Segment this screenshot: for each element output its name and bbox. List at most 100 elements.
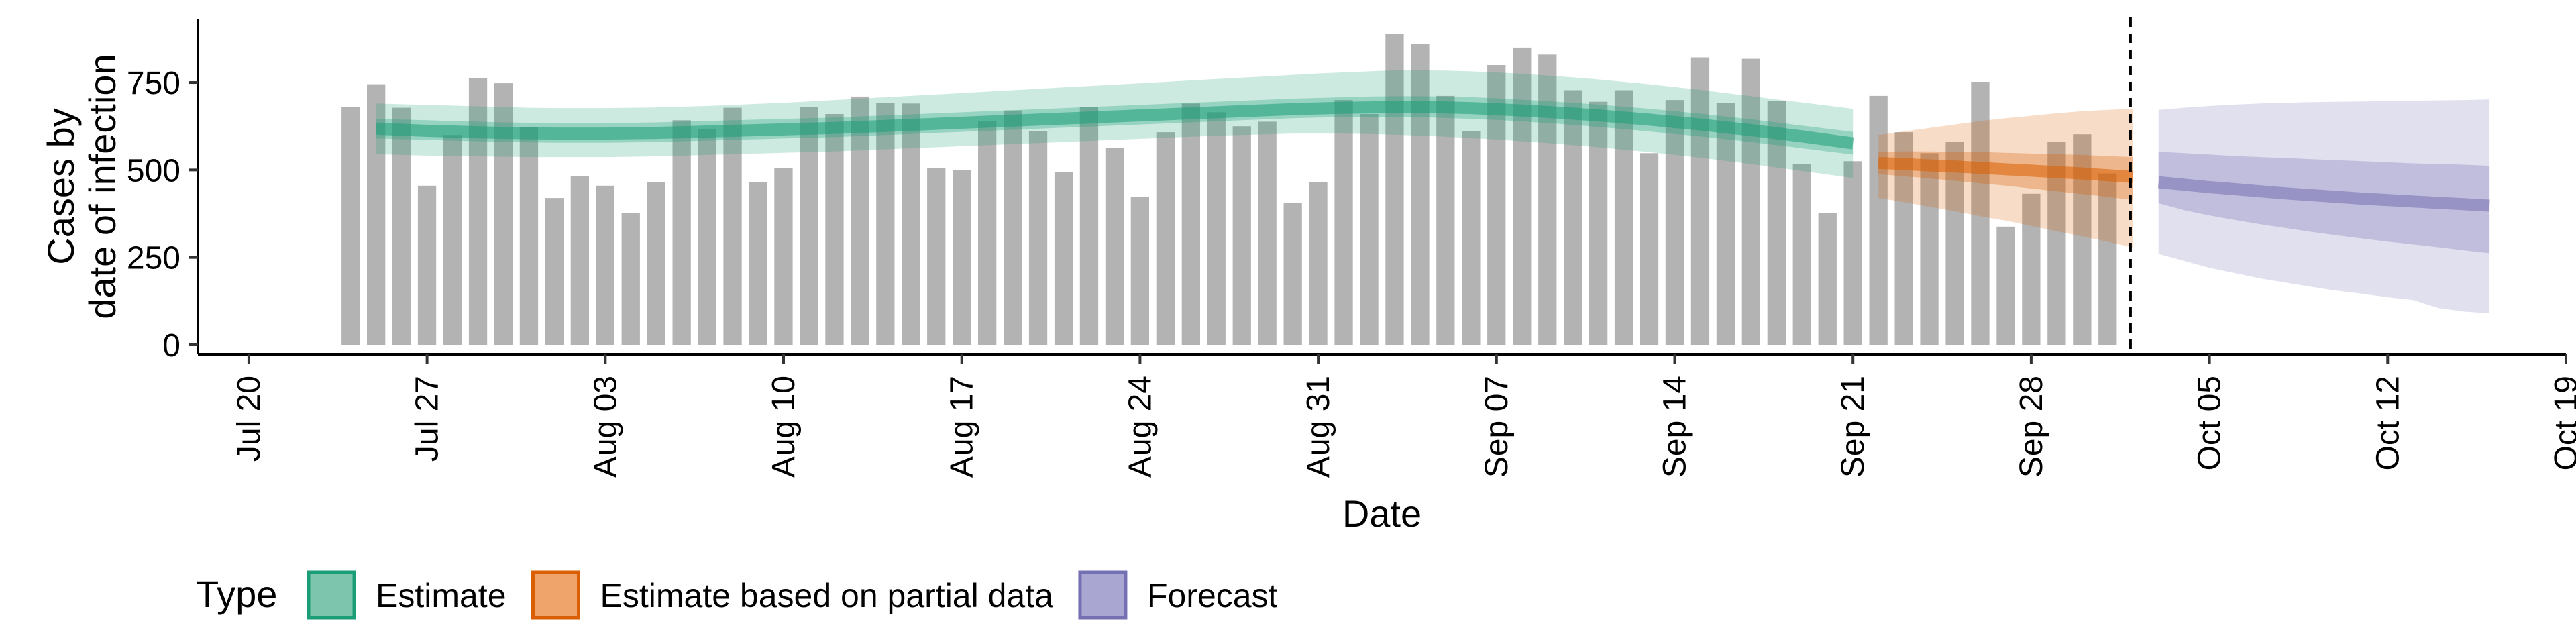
- case-bar: [519, 127, 539, 345]
- axes: 0 250 500 750 Jul 20 Jul 27 Aug 03 Aug 10 Aug 17…: [127, 19, 2576, 478]
- legend-title: Type: [196, 573, 277, 615]
- case-bar: [1385, 34, 1404, 345]
- median-line: [2157, 176, 2490, 212]
- case-bar: [1004, 110, 1022, 345]
- case-bar: [1818, 213, 1837, 345]
- case-bar: [1920, 153, 1939, 345]
- case-bar: [774, 168, 793, 345]
- x-tick-label: Sep 14: [1658, 376, 1693, 478]
- case-bar: [749, 182, 767, 345]
- legend-label: Forecast: [1147, 577, 1278, 614]
- case-bar: [468, 78, 488, 345]
- x-tick-label: Sep 07: [1479, 376, 1515, 478]
- ribbon-50: [2158, 152, 2490, 254]
- case-bar: [698, 128, 716, 345]
- y-axis-title: Cases bydate of infection: [40, 54, 123, 319]
- case-bar: [1462, 131, 1481, 345]
- case-bar: [1869, 95, 1888, 345]
- case-bar: [596, 185, 614, 345]
- case-bar: [825, 114, 844, 345]
- case-bar: [1436, 95, 1455, 345]
- x-tick-label: Jul 27: [410, 376, 445, 462]
- x-tick-label: Oct 05: [2192, 376, 2228, 470]
- case-bar: [978, 121, 997, 345]
- case-bar: [2022, 193, 2041, 345]
- case-bar: [545, 198, 564, 345]
- case-bar: [1945, 142, 1964, 345]
- case-bar: [1640, 153, 1659, 345]
- case-bar: [1716, 103, 1735, 345]
- case-bar: [1411, 44, 1430, 345]
- legend-swatch: [307, 570, 356, 620]
- x-axis-title: Date: [1342, 492, 1421, 535]
- x-tick-label: Aug 17: [945, 376, 980, 478]
- case-bar: [1283, 203, 1302, 345]
- y-tick-label: 500: [127, 153, 180, 189]
- x-tick-label: Jul 20: [231, 376, 267, 462]
- case-bar: [1538, 54, 1557, 345]
- case-bar: [902, 103, 920, 345]
- case-bar: [1665, 100, 1684, 345]
- case-bars: [341, 34, 2117, 345]
- legend-label: Estimate based on partial data: [600, 577, 1054, 614]
- case-bar: [392, 107, 411, 345]
- x-tick-label: Oct 12: [2370, 376, 2406, 470]
- case-bar: [1156, 132, 1175, 345]
- case-bar: [876, 103, 895, 345]
- case-bar: [723, 107, 742, 345]
- case-bar: [800, 107, 818, 345]
- case-bar: [1181, 103, 1200, 345]
- case-bar: [1130, 197, 1149, 345]
- case-bar: [341, 107, 360, 345]
- case-bar: [647, 182, 665, 345]
- case-bar: [1334, 100, 1353, 345]
- case-bar: [1207, 112, 1226, 345]
- case-bar: [1971, 82, 1990, 345]
- case-bar: [1996, 226, 2015, 345]
- y-axis-title-line: date of infection: [81, 54, 123, 319]
- case-bar: [1232, 126, 1251, 345]
- ribbon-90: [2158, 99, 2490, 314]
- case-bar: [1843, 161, 1862, 345]
- case-bar: [1792, 164, 1811, 345]
- case-bar: [851, 96, 869, 345]
- y-axis-title-line: Cases by: [40, 108, 82, 264]
- y-tick-label: 750: [127, 66, 180, 101]
- x-tick-label: Aug 10: [766, 376, 802, 478]
- case-bar: [417, 185, 437, 345]
- median-line: [1878, 156, 2134, 183]
- case-bar: [1079, 107, 1099, 345]
- legend-swatch: [1078, 570, 1128, 620]
- legend: Type Estimate Estimate based on partial da…: [196, 570, 1278, 620]
- case-bar: [1690, 57, 1710, 345]
- case-bar: [1513, 47, 1532, 345]
- x-tick-label: Oct 19: [2548, 376, 2576, 470]
- case-bar: [2098, 173, 2117, 345]
- ribbon-90: [376, 70, 1854, 178]
- case-bar: [672, 120, 691, 345]
- case-bar: [1767, 101, 1786, 345]
- case-bar: [621, 213, 640, 345]
- case-bar: [953, 170, 971, 345]
- case-bar: [1309, 182, 1328, 345]
- case-bar: [1054, 172, 1073, 345]
- median-line: [376, 101, 1854, 150]
- case-bar: [443, 135, 462, 345]
- y-tick-label: 0: [162, 328, 180, 364]
- legend-label: Estimate: [376, 577, 506, 614]
- x-tick-label: Sep 28: [2014, 376, 2049, 478]
- case-bar: [1258, 121, 1277, 345]
- x-tick-label: Aug 03: [588, 376, 623, 478]
- case-bar: [1564, 90, 1582, 345]
- y-tick-label: 250: [127, 241, 180, 276]
- legend-swatch: [531, 570, 581, 620]
- ribbon-90: [1878, 109, 2133, 248]
- case-bar: [1589, 101, 1608, 345]
- estimate-bands: [376, 70, 2490, 314]
- x-tick-label: Aug 24: [1122, 376, 1158, 478]
- case-bar: [1360, 114, 1379, 345]
- case-bar: [1105, 148, 1124, 345]
- case-bar: [927, 168, 946, 345]
- x-tick-label: Aug 31: [1301, 376, 1336, 478]
